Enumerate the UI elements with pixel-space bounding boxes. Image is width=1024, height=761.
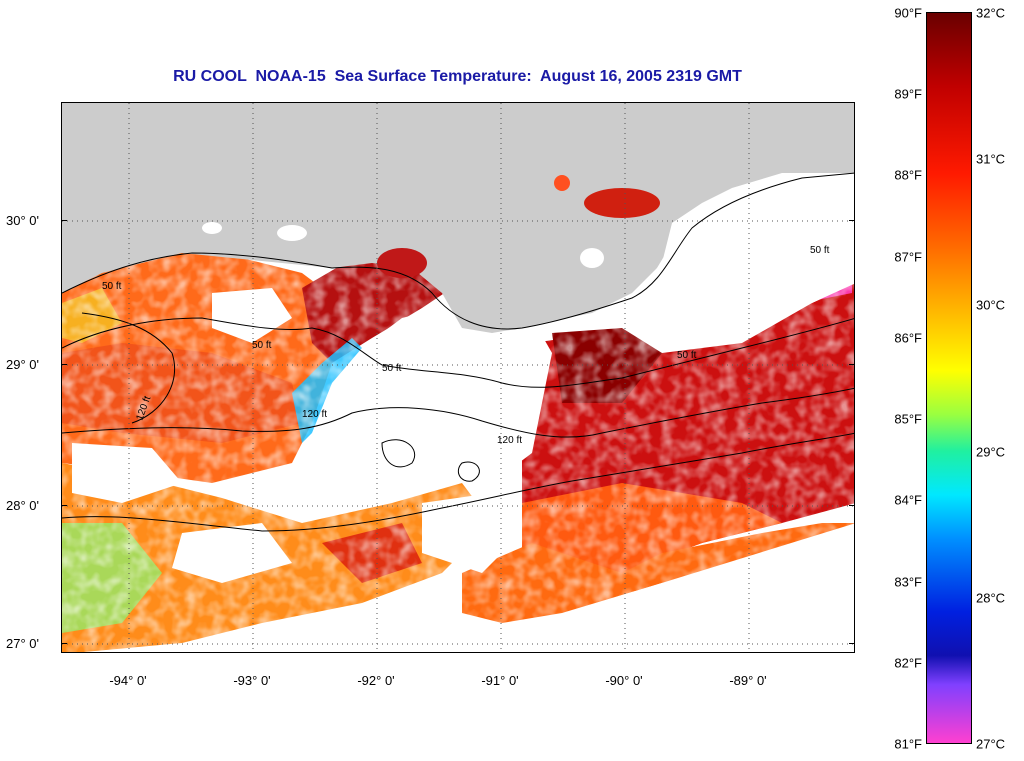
swath-edge: [447, 523, 854, 652]
lake-pontchartrain: [584, 188, 660, 218]
temperature-colorbar: [926, 12, 972, 744]
no-data-west: [212, 288, 292, 343]
latitude-label: 28° 0': [6, 498, 39, 513]
lat-tick: [849, 643, 855, 644]
lat-tick: [61, 220, 67, 221]
no-data-southwest-1: [72, 443, 182, 503]
fahrenheit-label: 81°F: [894, 736, 922, 752]
fahrenheit-label: 87°F: [894, 249, 922, 265]
fahrenheit-label: 82°F: [894, 655, 922, 671]
fahrenheit-label: 90°F: [894, 5, 922, 21]
map-title: RU COOL NOAA-15 Sea Surface Temperature:…: [173, 68, 742, 85]
celsius-label: 31°C: [976, 151, 1006, 167]
contour-lines: [62, 172, 854, 532]
inland-lake-2: [377, 248, 427, 278]
lat-tick: [61, 505, 67, 506]
land-mass: [62, 103, 854, 333]
lat-tick: [849, 505, 855, 506]
contour-label: 120 ft: [497, 435, 522, 446]
lat-tick: [849, 220, 855, 221]
contour-label: 50 ft: [677, 350, 697, 361]
fahrenheit-label: 88°F: [894, 167, 922, 183]
inland-lake-3: [277, 225, 307, 241]
graticule: [62, 103, 854, 652]
longitude-label: -93° 0': [233, 673, 271, 688]
celsius-label: 29°C: [976, 444, 1006, 460]
contour-label: 50 ft: [102, 281, 122, 292]
fahrenheit-label: 84°F: [894, 492, 922, 508]
lat-tick: [61, 364, 67, 365]
fahrenheit-label: 83°F: [894, 574, 922, 590]
celsius-label: 30°C: [976, 297, 1006, 313]
longitude-label: -89° 0': [729, 673, 767, 688]
latitude-label: 29° 0': [6, 357, 39, 372]
latitude-label: 30° 0': [6, 213, 39, 228]
contour-label: 50 ft: [810, 245, 830, 256]
inland-lake-1: [554, 175, 570, 191]
inland-lake-5: [580, 248, 604, 268]
delta-lobe: [722, 223, 812, 283]
longitude-label: -92° 0': [357, 673, 395, 688]
latitude-label: 27° 0': [6, 636, 39, 651]
celsius-label: 28°C: [976, 590, 1006, 606]
inland-lake-4: [202, 222, 222, 234]
celsius-label: 32°C: [976, 5, 1006, 21]
longitude-label: -91° 0': [481, 673, 519, 688]
no-data-southwest-2: [172, 523, 292, 583]
celsius-label: 27°C: [976, 736, 1006, 752]
fahrenheit-label: 86°F: [894, 330, 922, 346]
no-data-south: [422, 493, 522, 573]
contour-label: 50 ft: [382, 363, 402, 374]
contour-label: 120 ft: [302, 409, 327, 420]
sst-map[interactable]: 50 ft 50 ft 50 ft 120 ft 120 ft 120 ft 5…: [61, 102, 855, 653]
no-data-central: [332, 303, 552, 483]
sst-map-canvas: 50 ft 50 ft 50 ft 120 ft 120 ft 120 ft 5…: [62, 103, 854, 652]
fahrenheit-label: 85°F: [894, 411, 922, 427]
lat-tick: [849, 364, 855, 365]
longitude-label: -94° 0': [109, 673, 147, 688]
contour-label: 50 ft: [252, 340, 272, 351]
fahrenheit-label: 89°F: [894, 86, 922, 102]
lat-tick: [61, 643, 67, 644]
longitude-label: -90° 0': [605, 673, 643, 688]
